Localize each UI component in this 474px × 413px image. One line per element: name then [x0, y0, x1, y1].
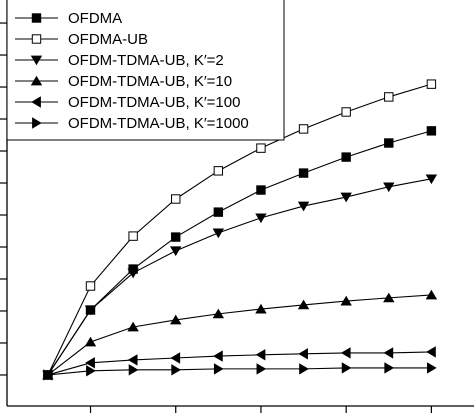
marker — [212, 228, 225, 239]
marker — [341, 107, 351, 117]
marker — [171, 232, 181, 242]
legend-label: OFDM-TDMA-UB, K′=100 — [68, 94, 240, 111]
marker — [127, 268, 139, 279]
marker — [255, 213, 267, 224]
marker — [383, 182, 395, 193]
series-line — [47, 351, 432, 376]
legend-label: OFDM-TDMA-UB, K′=1000 — [68, 115, 249, 132]
marker — [86, 365, 96, 377]
plot-area — [0, 22, 438, 413]
marker — [298, 124, 309, 134]
marker — [212, 308, 225, 319]
marker — [170, 314, 182, 325]
marker — [85, 281, 96, 291]
marker — [256, 143, 266, 153]
marker — [170, 246, 182, 257]
marker — [127, 354, 138, 366]
legend-box — [6, 0, 285, 141]
series-line — [47, 83, 432, 376]
marker — [384, 92, 394, 102]
marker — [43, 369, 54, 381]
legend-marker — [32, 117, 42, 129]
legend-label: OFDM-TDMA-UB, K′=10 — [68, 73, 232, 90]
marker — [171, 364, 182, 376]
marker — [426, 126, 437, 136]
marker — [84, 305, 97, 316]
marker — [213, 166, 224, 176]
marker — [213, 350, 223, 362]
marker — [213, 363, 224, 375]
legend-marker — [30, 75, 43, 86]
marker — [256, 185, 266, 195]
marker — [426, 79, 437, 89]
marker — [341, 362, 352, 374]
marker — [425, 289, 438, 300]
marker — [298, 168, 309, 178]
marker — [298, 348, 308, 360]
legend-marker — [31, 13, 42, 23]
legend-marker — [31, 34, 42, 44]
marker — [426, 362, 437, 374]
marker — [84, 336, 97, 347]
marker — [299, 363, 309, 375]
legend: OFDMA OFDMA-UB OFDM-TDMA-UB, K′=2 OFDM-TDMA… — [6, 0, 285, 141]
marker — [297, 299, 310, 310]
series-line — [47, 130, 432, 376]
marker — [255, 349, 266, 361]
marker — [340, 347, 351, 359]
marker — [384, 138, 394, 148]
marker — [128, 231, 138, 241]
legend-marker — [30, 55, 43, 66]
marker — [425, 174, 438, 185]
marker — [256, 363, 267, 375]
legend-label: OFDMA-UB — [68, 31, 148, 48]
marker — [383, 347, 394, 359]
legend-label: OFDMA — [68, 10, 122, 27]
marker — [384, 362, 395, 374]
marker — [127, 321, 139, 332]
series-line — [47, 294, 432, 376]
legend-label: OFDM-TDMA-UB, K′=2 — [68, 52, 224, 69]
marker — [426, 346, 436, 358]
series-line — [47, 178, 432, 376]
marker — [341, 152, 351, 162]
marker — [170, 352, 181, 364]
marker — [255, 303, 267, 314]
marker — [85, 357, 95, 369]
legend-marker — [31, 96, 41, 108]
marker — [340, 192, 352, 203]
marker — [128, 364, 139, 376]
marker — [340, 295, 352, 306]
marker — [213, 207, 224, 217]
marker — [383, 292, 395, 303]
series-line — [47, 367, 432, 376]
marker — [171, 194, 181, 204]
marker — [297, 201, 310, 212]
